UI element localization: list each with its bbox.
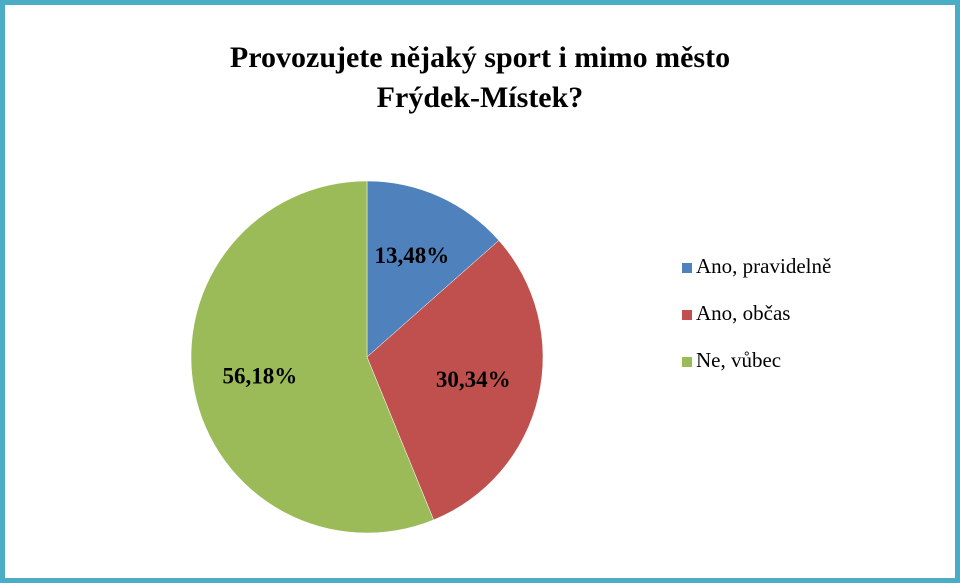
- legend-label: Ne, vůbec: [696, 348, 781, 372]
- legend-label: Ano, občas: [696, 301, 790, 325]
- legend-label: Ano, pravidelně: [696, 254, 831, 278]
- chart-title: Provozujete nějaký sport i mimo město Fr…: [229, 41, 731, 114]
- value-label: 56,18%: [223, 363, 298, 388]
- value-label: 13,48%: [374, 243, 449, 268]
- pie-slice: [366, 240, 544, 521]
- pie-slice: [366, 180, 500, 358]
- pie-slice: [190, 180, 434, 534]
- legend-swatch: [682, 263, 692, 273]
- legend-swatch: [682, 357, 692, 367]
- legend-swatch: [682, 310, 692, 320]
- value-label: 30,34%: [436, 367, 511, 392]
